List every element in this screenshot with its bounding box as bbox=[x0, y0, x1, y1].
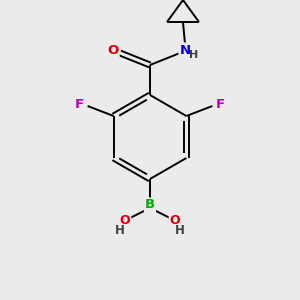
Text: F: F bbox=[75, 98, 84, 112]
Text: O: O bbox=[107, 44, 118, 58]
Text: N: N bbox=[179, 44, 191, 56]
Text: B: B bbox=[145, 199, 155, 212]
Text: H: H bbox=[189, 50, 199, 60]
Text: H: H bbox=[175, 224, 185, 238]
Text: O: O bbox=[120, 214, 130, 227]
Text: O: O bbox=[170, 214, 180, 227]
Text: H: H bbox=[115, 224, 125, 238]
Text: F: F bbox=[216, 98, 225, 112]
